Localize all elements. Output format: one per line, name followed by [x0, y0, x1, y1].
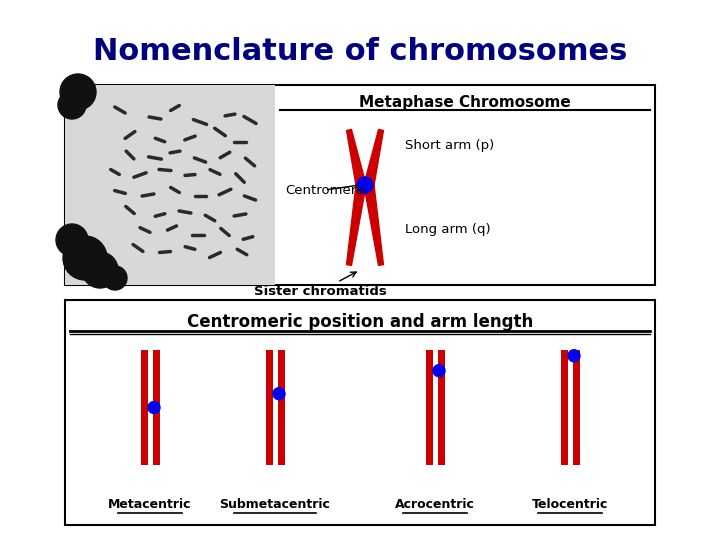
Circle shape	[58, 91, 86, 119]
Circle shape	[273, 388, 285, 400]
Bar	[65, 85, 275, 285]
Circle shape	[82, 252, 118, 288]
Text: Metacentric: Metacentric	[108, 498, 192, 511]
Text: Submetacentric: Submetacentric	[220, 498, 330, 511]
Bar	[266, 394, 273, 465]
Bar	[561, 350, 568, 356]
Polygon shape	[346, 184, 366, 265]
Bar	[426, 370, 433, 465]
Circle shape	[357, 177, 373, 193]
Circle shape	[63, 236, 107, 280]
Circle shape	[103, 266, 127, 290]
Bar	[278, 350, 285, 394]
Bar	[573, 356, 580, 465]
Circle shape	[56, 224, 88, 256]
Text: Nomenclature of chromosomes: Nomenclature of chromosomes	[93, 37, 627, 66]
Bar	[573, 350, 580, 356]
Text: Short arm (p): Short arm (p)	[405, 138, 494, 152]
Bar	[278, 394, 285, 465]
Bar	[65, 300, 655, 525]
Bar	[153, 408, 160, 465]
Bar	[141, 350, 148, 408]
Bar	[438, 370, 445, 465]
Bar	[561, 356, 568, 465]
Bar	[438, 350, 445, 370]
Bar	[65, 85, 655, 285]
Bar	[153, 350, 160, 408]
Text: Long arm (q): Long arm (q)	[405, 224, 490, 237]
Bar	[426, 350, 433, 370]
Text: Centromeric position and arm length: Centromeric position and arm length	[187, 313, 533, 331]
Bar	[141, 408, 148, 465]
Circle shape	[433, 364, 445, 377]
Text: Acrocentric: Acrocentric	[395, 498, 475, 511]
Circle shape	[148, 402, 160, 414]
Polygon shape	[364, 184, 384, 265]
Text: Metaphase Chromosome: Metaphase Chromosome	[359, 96, 571, 111]
Circle shape	[568, 350, 580, 362]
Bar	[266, 350, 273, 394]
Polygon shape	[364, 130, 384, 186]
Polygon shape	[346, 130, 366, 186]
Text: Telocentric: Telocentric	[532, 498, 608, 511]
Text: Centromere: Centromere	[285, 184, 364, 197]
Text: Sister chromatids: Sister chromatids	[253, 272, 387, 298]
Circle shape	[60, 74, 96, 110]
